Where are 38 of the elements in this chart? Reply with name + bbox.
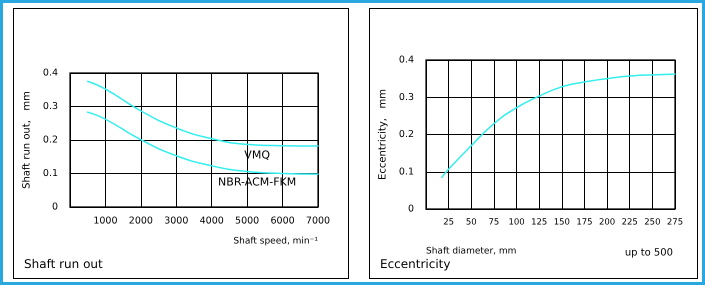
x-tick-label: 6000 — [270, 216, 295, 226]
x-tick-label: 75 — [488, 218, 500, 228]
x-axis-title: Shaft diameter, mm — [426, 246, 516, 256]
y-tick-label: 0.2 — [398, 129, 414, 140]
x-tick-label: 200 — [598, 218, 616, 228]
y-tick-label: 0.3 — [42, 101, 58, 112]
x-axis-title: Shaft speed, min⁻¹ — [233, 236, 318, 246]
x-tick-label: 3000 — [164, 216, 188, 226]
y-tick-label: 0.3 — [398, 92, 414, 103]
text: Shaft run out — [24, 257, 104, 271]
x-tick-label: 250 — [644, 218, 660, 228]
x-tick-label: 275 — [666, 218, 684, 228]
text: up to 500 — [624, 248, 674, 258]
x-tick-label: 225 — [622, 218, 638, 228]
y-axis-title: Eccentricity, mm — [378, 89, 388, 180]
x-tick-label: 150 — [554, 218, 570, 228]
x-tick-label: 4000 — [200, 216, 224, 226]
line-series — [86, 111, 319, 175]
y-axis-title: Shaft run out, mm — [22, 91, 32, 189]
y-tick-label: 0.4 — [398, 54, 414, 66]
x-tick-label: 175 — [576, 218, 593, 228]
y-tick-label: 0.1 — [398, 166, 414, 178]
y-tick-label: 0 — [52, 202, 58, 212]
line-series — [86, 80, 319, 147]
x-tick-label: 7000 — [306, 216, 330, 226]
line-series — [441, 73, 676, 178]
x-tick-label: 50 — [466, 218, 477, 228]
x-tick-label: 100 — [508, 218, 525, 228]
x-tick-label: 25 — [443, 218, 454, 228]
text: Eccentricity — [380, 257, 450, 271]
y-tick-label: 0 — [408, 204, 414, 214]
x-tick-label: 5000 — [235, 216, 260, 226]
y-tick-label: 0.2 — [42, 134, 58, 146]
x-tick-label: 2000 — [128, 216, 153, 226]
y-tick-label: 0.1 — [42, 168, 58, 179]
x-tick-label: 125 — [531, 218, 548, 228]
y-tick-label: 0.4 — [42, 68, 58, 78]
x-tick-label: 1000 — [93, 216, 118, 226]
